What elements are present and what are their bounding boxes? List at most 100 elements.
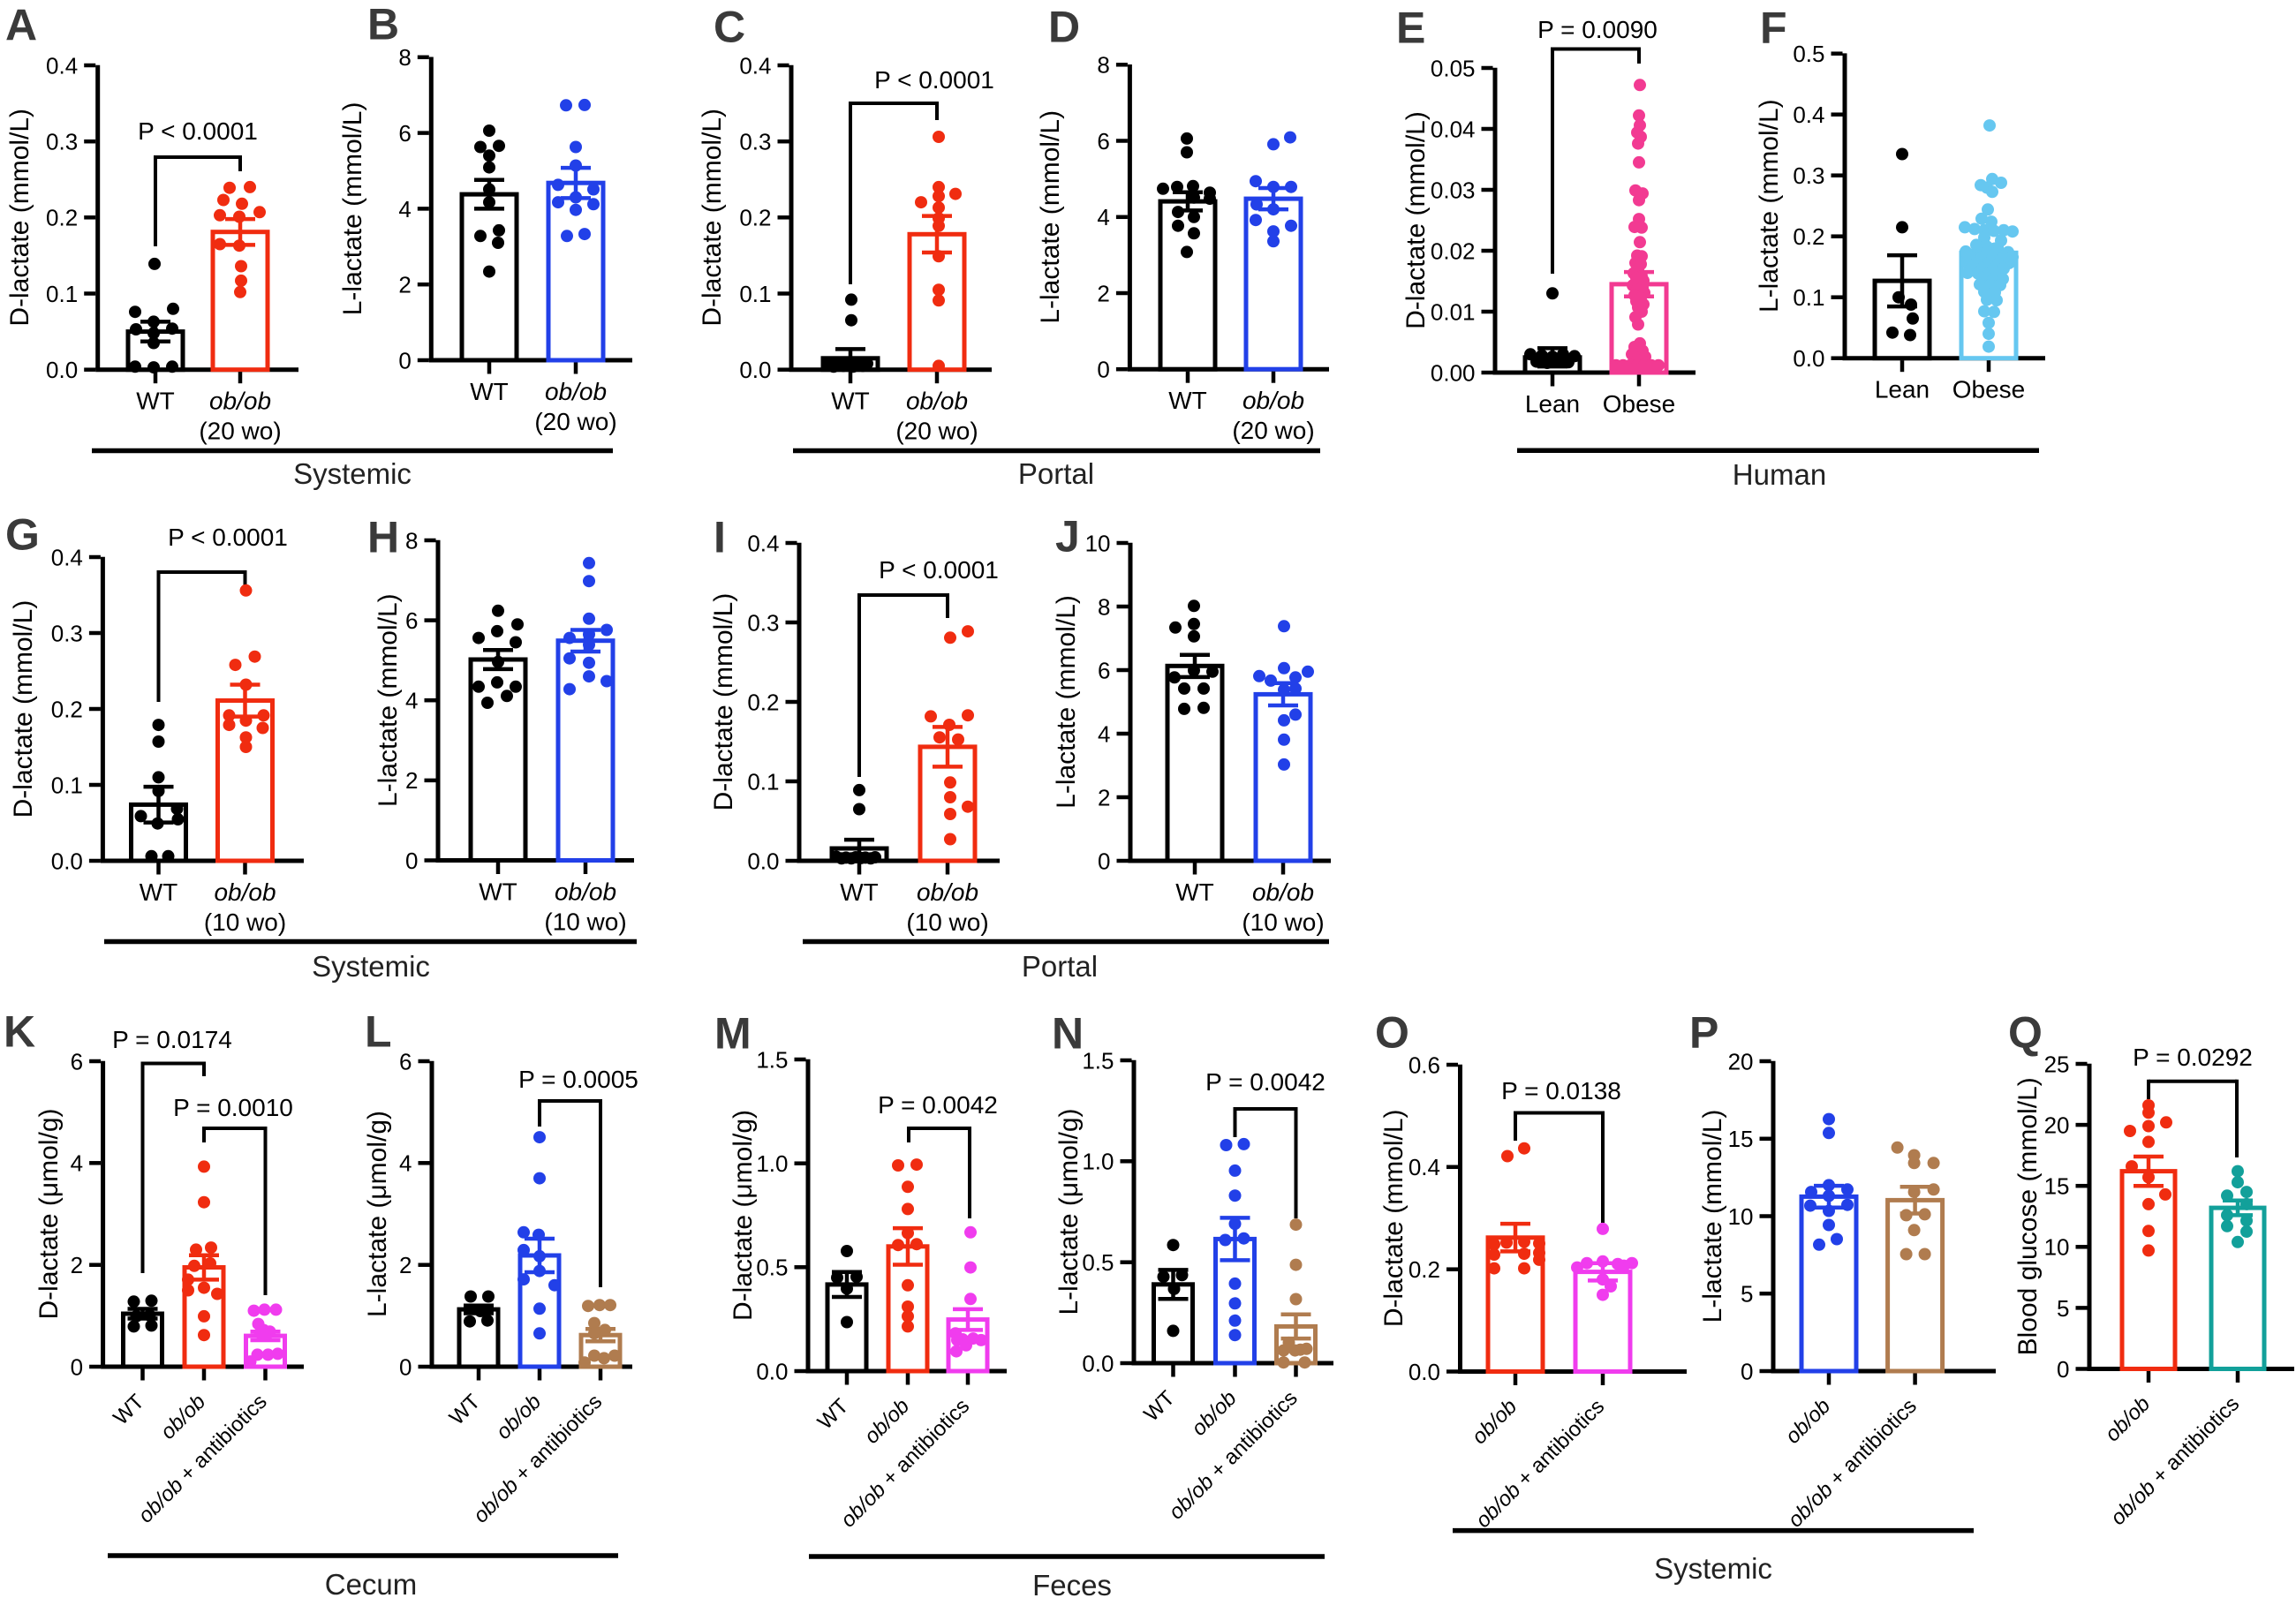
svg-text:0: 0 <box>1741 1358 1753 1384</box>
svg-text:(10 wo): (10 wo) <box>1242 908 1324 936</box>
svg-text:0.6: 0.6 <box>1409 1052 1440 1078</box>
svg-text:D-lactate (mmol/L): D-lactate (mmol/L) <box>698 109 727 327</box>
svg-text:2: 2 <box>405 767 418 794</box>
svg-text:L-lactate (mmol/L): L-lactate (mmol/L) <box>1036 110 1065 324</box>
svg-text:Obese: Obese <box>1603 390 1676 418</box>
svg-text:P = 0.0042: P = 0.0042 <box>1205 1068 1325 1096</box>
svg-text:ob/ob: ob/ob <box>917 878 978 906</box>
svg-text:K: K <box>4 1007 35 1057</box>
svg-text:0.00: 0.00 <box>1431 359 1476 386</box>
svg-text:P = 0.0292: P = 0.0292 <box>2133 1044 2253 1071</box>
svg-text:10: 10 <box>1728 1203 1754 1230</box>
svg-text:D-lactate (μmol/g): D-lactate (μmol/g) <box>34 1108 64 1319</box>
svg-text:P < 0.0001: P < 0.0001 <box>879 556 999 584</box>
svg-text:J: J <box>1055 512 1080 562</box>
svg-text:WT: WT <box>136 388 175 415</box>
svg-text:0.3: 0.3 <box>51 620 83 646</box>
svg-text:5: 5 <box>2057 1295 2069 1322</box>
svg-text:Cecum: Cecum <box>325 1568 418 1598</box>
svg-text:P = 0.0174: P = 0.0174 <box>112 1026 232 1053</box>
svg-text:D-lactate (mmol/L): D-lactate (mmol/L) <box>709 593 738 811</box>
svg-text:0.1: 0.1 <box>747 768 779 795</box>
svg-text:D-lactate (mmol/L): D-lactate (mmol/L) <box>1401 111 1431 329</box>
svg-text:2: 2 <box>71 1252 83 1278</box>
svg-text:4: 4 <box>405 688 418 714</box>
svg-text:P < 0.0001: P < 0.0001 <box>874 66 994 94</box>
svg-text:4: 4 <box>399 1150 412 1177</box>
svg-text:D-lactate (mmol/L): D-lactate (mmol/L) <box>9 600 38 818</box>
svg-text:L-lactate (mmol/L): L-lactate (mmol/L) <box>374 593 403 807</box>
svg-text:0.2: 0.2 <box>1409 1256 1440 1283</box>
svg-text:6: 6 <box>1097 128 1109 155</box>
svg-text:2: 2 <box>399 1252 412 1278</box>
svg-text:0.1: 0.1 <box>46 281 78 307</box>
svg-text:0.5: 0.5 <box>1793 41 1824 67</box>
svg-text:1.5: 1.5 <box>756 1046 788 1073</box>
svg-text:0: 0 <box>399 1353 412 1380</box>
svg-text:0.2: 0.2 <box>747 689 779 715</box>
svg-text:6: 6 <box>1098 657 1110 683</box>
svg-text:6: 6 <box>399 1048 412 1074</box>
svg-text:8: 8 <box>405 527 418 554</box>
svg-text:0: 0 <box>398 347 411 373</box>
svg-text:20: 20 <box>1728 1048 1754 1074</box>
svg-text:ob/ob: ob/ob <box>545 378 607 405</box>
svg-text:2: 2 <box>1097 280 1109 306</box>
svg-text:0.1: 0.1 <box>1793 284 1824 311</box>
svg-text:0: 0 <box>1097 357 1109 383</box>
svg-text:L-lactate (mmol/L): L-lactate (mmol/L) <box>338 102 367 316</box>
svg-text:6: 6 <box>71 1048 83 1074</box>
svg-text:6: 6 <box>398 120 411 147</box>
svg-text:Human: Human <box>1733 458 1826 491</box>
svg-text:8: 8 <box>398 44 411 71</box>
svg-text:ob/ob: ob/ob <box>906 388 968 415</box>
svg-text:1.5: 1.5 <box>1082 1047 1114 1074</box>
svg-text:0.3: 0.3 <box>1793 162 1824 189</box>
svg-text:L-lactate (mmol/L): L-lactate (mmol/L) <box>1698 1110 1727 1323</box>
svg-text:Blood glucose (mmol/L): Blood glucose (mmol/L) <box>2013 1077 2043 1355</box>
svg-text:P < 0.0001: P < 0.0001 <box>138 117 258 145</box>
svg-text:D-lactate (μmol/g): D-lactate (μmol/g) <box>729 1110 758 1321</box>
svg-text:(10 wo): (10 wo) <box>906 908 988 936</box>
svg-text:8: 8 <box>1098 593 1110 620</box>
svg-text:L-lactate (mmol/L): L-lactate (mmol/L) <box>1052 595 1081 809</box>
svg-text:E: E <box>1396 4 1425 53</box>
svg-text:8: 8 <box>1097 52 1109 79</box>
svg-text:0.4: 0.4 <box>1409 1154 1440 1180</box>
svg-text:0.4: 0.4 <box>46 52 78 79</box>
svg-text:0: 0 <box>1098 848 1110 874</box>
svg-text:0.4: 0.4 <box>747 530 779 556</box>
svg-text:0.04: 0.04 <box>1431 116 1476 142</box>
svg-text:0.0: 0.0 <box>747 848 779 874</box>
svg-text:0.2: 0.2 <box>1793 223 1824 250</box>
svg-text:WT: WT <box>840 878 879 906</box>
svg-text:Systemic: Systemic <box>1654 1552 1772 1585</box>
svg-text:A: A <box>5 1 37 50</box>
svg-text:(20 wo): (20 wo) <box>1232 417 1314 444</box>
svg-text:P = 0.0010: P = 0.0010 <box>173 1094 293 1121</box>
svg-text:ob/ob: ob/ob <box>214 878 276 906</box>
svg-text:0.0: 0.0 <box>1409 1359 1440 1385</box>
svg-text:M: M <box>714 1009 751 1059</box>
svg-text:0.2: 0.2 <box>46 205 78 231</box>
svg-text:0.1: 0.1 <box>51 772 83 798</box>
svg-text:0.03: 0.03 <box>1431 177 1476 203</box>
svg-text:10: 10 <box>2044 1234 2070 1261</box>
svg-text:Q: Q <box>2008 1008 2043 1058</box>
svg-text:L-lactate (mmol/L): L-lactate (mmol/L) <box>1755 99 1784 313</box>
svg-text:WT: WT <box>1175 878 1214 906</box>
svg-text:Portal: Portal <box>1022 950 1098 983</box>
svg-text:P < 0.0001: P < 0.0001 <box>168 524 288 551</box>
svg-text:0.0: 0.0 <box>51 848 83 874</box>
svg-text:Portal: Portal <box>1018 457 1094 490</box>
svg-text:4: 4 <box>1097 204 1109 230</box>
svg-text:(20 wo): (20 wo) <box>534 408 616 435</box>
svg-text:Lean: Lean <box>1525 390 1580 418</box>
svg-text:1.0: 1.0 <box>756 1150 788 1177</box>
svg-text:0.3: 0.3 <box>46 129 78 155</box>
svg-text:0.3: 0.3 <box>739 129 771 155</box>
svg-text:WT: WT <box>479 878 517 906</box>
svg-text:(10 wo): (10 wo) <box>204 908 286 936</box>
svg-text:P = 0.0138: P = 0.0138 <box>1501 1077 1621 1104</box>
svg-text:Lean: Lean <box>1875 376 1930 403</box>
